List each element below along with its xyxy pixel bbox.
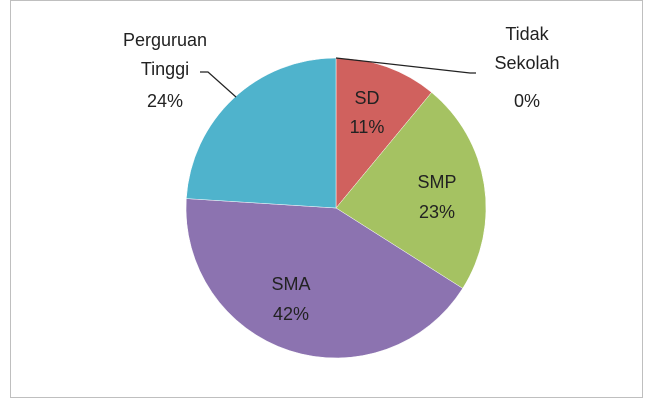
- leader-line: [200, 71, 237, 98]
- category-label: SMA: [271, 274, 311, 294]
- pie-slice: [186, 57, 337, 209]
- value-label: 11%: [349, 117, 385, 137]
- leader-line: [335, 57, 476, 74]
- value-label: 23%: [418, 202, 456, 222]
- category-label: Tidak Sekolah: [494, 24, 560, 73]
- category-label: SD: [354, 88, 380, 108]
- category-label: SMP: [417, 172, 457, 192]
- pie-slice: [335, 92, 487, 289]
- value-label: 0%: [513, 91, 541, 111]
- value-label: 24%: [146, 91, 184, 111]
- category-label: Perguruan Tinggi: [122, 30, 208, 79]
- pie-slice: [185, 198, 463, 359]
- value-label: 42%: [272, 304, 310, 324]
